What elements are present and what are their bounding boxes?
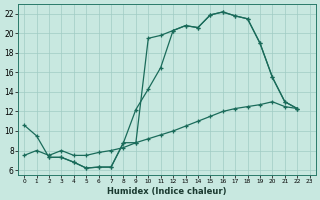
X-axis label: Humidex (Indice chaleur): Humidex (Indice chaleur) (107, 187, 227, 196)
